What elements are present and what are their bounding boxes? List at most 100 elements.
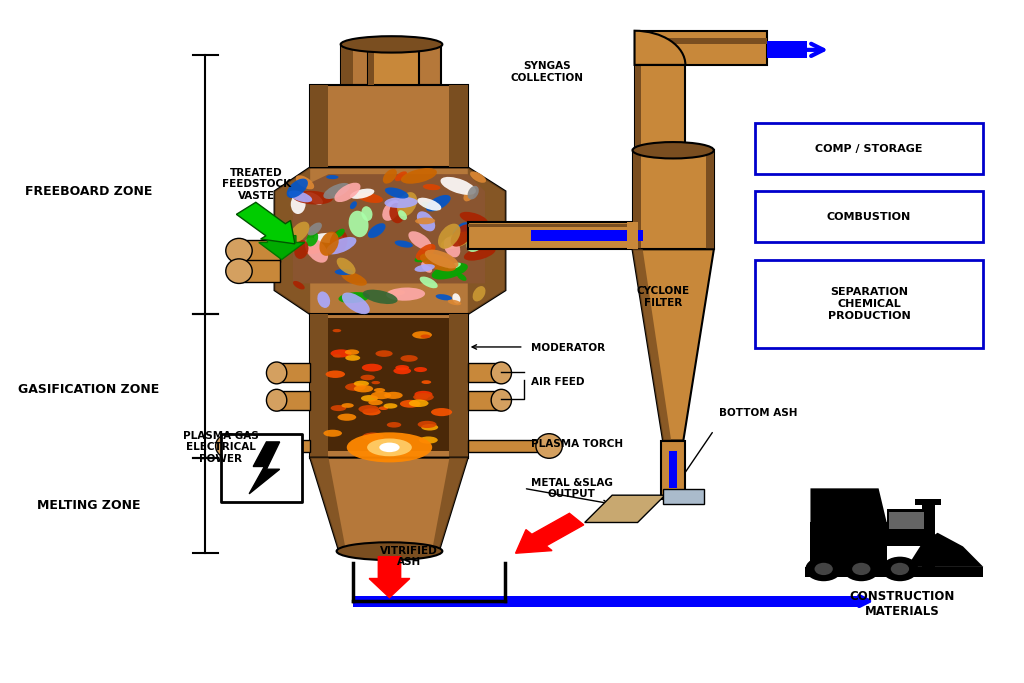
Ellipse shape — [431, 408, 453, 416]
Ellipse shape — [225, 259, 252, 283]
Ellipse shape — [414, 367, 427, 372]
Ellipse shape — [374, 388, 385, 392]
Ellipse shape — [333, 329, 341, 332]
Ellipse shape — [289, 191, 312, 202]
Ellipse shape — [345, 350, 359, 355]
Ellipse shape — [350, 201, 357, 209]
Bar — [633, 150, 714, 249]
Ellipse shape — [361, 364, 382, 372]
Ellipse shape — [394, 240, 413, 248]
Bar — [767, 41, 807, 58]
Ellipse shape — [415, 391, 432, 398]
Polygon shape — [293, 174, 485, 283]
Ellipse shape — [345, 383, 366, 391]
Ellipse shape — [360, 375, 375, 380]
Bar — [468, 391, 502, 410]
Bar — [468, 363, 502, 382]
Ellipse shape — [324, 430, 342, 437]
Bar — [368, 41, 419, 85]
Ellipse shape — [421, 335, 430, 338]
Ellipse shape — [400, 355, 418, 362]
Bar — [310, 85, 329, 167]
Ellipse shape — [296, 176, 314, 189]
Ellipse shape — [468, 186, 479, 199]
Ellipse shape — [266, 362, 287, 384]
FancyArrow shape — [369, 557, 410, 598]
Bar — [221, 434, 302, 502]
Ellipse shape — [415, 218, 435, 224]
Ellipse shape — [421, 424, 438, 430]
Ellipse shape — [327, 237, 356, 254]
Ellipse shape — [350, 189, 375, 199]
Ellipse shape — [386, 288, 425, 301]
Ellipse shape — [415, 253, 432, 262]
Ellipse shape — [447, 300, 461, 305]
Ellipse shape — [492, 362, 512, 384]
Bar — [341, 44, 353, 85]
Ellipse shape — [891, 563, 909, 575]
Ellipse shape — [324, 183, 350, 199]
Ellipse shape — [305, 192, 323, 205]
Text: FREEBOARD ZONE: FREEBOARD ZONE — [25, 184, 153, 198]
Bar — [310, 85, 468, 167]
Ellipse shape — [464, 247, 496, 261]
Ellipse shape — [362, 432, 384, 441]
Ellipse shape — [409, 232, 431, 250]
Bar — [887, 509, 928, 546]
Ellipse shape — [633, 142, 714, 158]
Text: MELTING ZONE: MELTING ZONE — [37, 499, 140, 512]
Bar — [329, 318, 450, 451]
Ellipse shape — [418, 197, 441, 210]
Ellipse shape — [397, 192, 417, 217]
Ellipse shape — [425, 249, 459, 268]
Ellipse shape — [401, 168, 437, 184]
Ellipse shape — [398, 210, 407, 220]
Ellipse shape — [314, 233, 344, 243]
Ellipse shape — [383, 169, 397, 184]
Polygon shape — [907, 533, 983, 567]
Bar — [635, 31, 767, 65]
Text: CONSTRUCTION
MATERIALS: CONSTRUCTION MATERIALS — [849, 591, 954, 618]
Ellipse shape — [451, 224, 473, 247]
Ellipse shape — [362, 290, 397, 304]
Ellipse shape — [337, 542, 442, 560]
Ellipse shape — [216, 434, 242, 458]
Wedge shape — [635, 31, 685, 65]
Bar — [755, 123, 983, 174]
Ellipse shape — [362, 408, 381, 415]
Polygon shape — [310, 458, 346, 550]
Text: SEPARATION
CHEMICAL
PRODUCTION: SEPARATION CHEMICAL PRODUCTION — [827, 288, 910, 320]
Bar — [341, 44, 441, 85]
Ellipse shape — [361, 395, 378, 402]
Ellipse shape — [371, 391, 391, 399]
FancyArrow shape — [515, 514, 584, 553]
Ellipse shape — [333, 354, 341, 358]
FancyArrow shape — [259, 236, 304, 260]
Polygon shape — [585, 495, 665, 522]
Bar — [353, 596, 861, 607]
Bar — [468, 222, 671, 249]
Ellipse shape — [387, 290, 404, 296]
Ellipse shape — [492, 389, 512, 411]
Ellipse shape — [419, 436, 438, 444]
Ellipse shape — [335, 182, 360, 202]
Ellipse shape — [421, 262, 432, 273]
Ellipse shape — [357, 193, 383, 203]
Ellipse shape — [409, 400, 429, 407]
Text: CYCLONE
FILTER: CYCLONE FILTER — [637, 286, 689, 308]
Ellipse shape — [335, 229, 345, 238]
Ellipse shape — [414, 393, 434, 401]
Ellipse shape — [432, 263, 468, 279]
Ellipse shape — [338, 414, 356, 421]
Bar — [635, 38, 767, 44]
Bar — [368, 41, 374, 85]
Ellipse shape — [443, 237, 461, 257]
Bar — [810, 522, 887, 567]
Bar — [923, 505, 935, 567]
Text: SYNGAS
COLLECTION: SYNGAS COLLECTION — [511, 61, 584, 83]
Ellipse shape — [291, 194, 305, 214]
Text: BOTTOM ASH: BOTTOM ASH — [719, 408, 798, 418]
Bar — [530, 230, 643, 241]
Ellipse shape — [341, 403, 353, 408]
Bar — [755, 191, 983, 242]
